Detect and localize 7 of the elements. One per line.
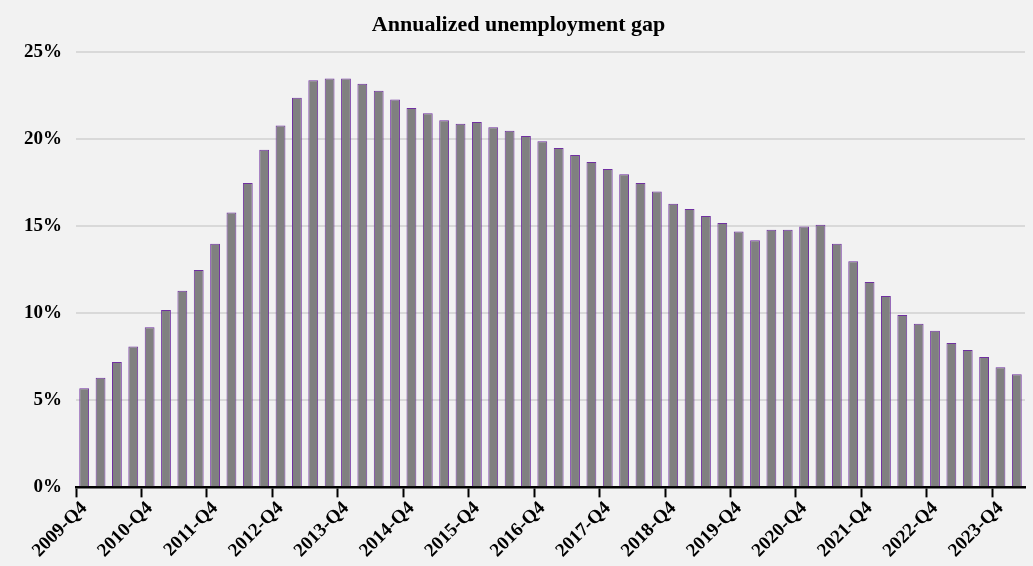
y-tick-label: 5%	[33, 388, 62, 410]
y-tick-label: 15%	[24, 214, 62, 236]
y-tick-label: 25%	[24, 40, 62, 62]
chart-title: Annualized unemployment gap	[371, 10, 666, 36]
y-tick-label: 20%	[24, 127, 62, 149]
y-tick-label: 0%	[33, 475, 62, 497]
y-tick-label: 10%	[24, 301, 62, 323]
